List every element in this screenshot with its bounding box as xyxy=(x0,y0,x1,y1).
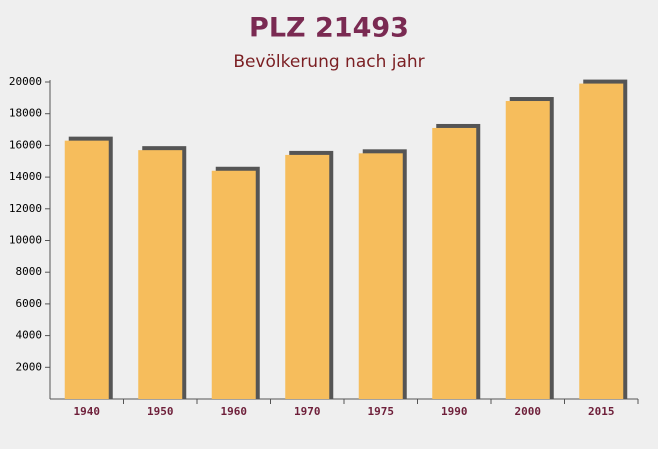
x-tick-label: 1970 xyxy=(294,405,321,418)
y-tick-label: 6000 xyxy=(16,297,43,310)
y-tick-label: 16000 xyxy=(9,138,42,151)
x-tick-label: 2000 xyxy=(515,405,542,418)
chart-title: PLZ 21493 xyxy=(249,13,409,44)
x-tick-label: 1975 xyxy=(368,405,395,418)
bar xyxy=(432,127,477,399)
x-tick-label: 1990 xyxy=(441,405,468,418)
x-tick-label: 1950 xyxy=(147,405,174,418)
y-tick-label: 12000 xyxy=(9,202,42,215)
bar xyxy=(285,154,330,399)
chart-subtitle: Bevölkerung nach jahr xyxy=(233,52,424,72)
y-tick-label: 20000 xyxy=(9,75,42,88)
bar xyxy=(138,150,183,399)
x-tick-label: 1960 xyxy=(221,405,248,418)
y-tick-label: 4000 xyxy=(16,329,43,342)
bar xyxy=(211,170,256,399)
y-tick-label: 10000 xyxy=(9,234,42,247)
bar xyxy=(579,83,624,400)
x-tick-label: 2015 xyxy=(588,405,615,418)
bar xyxy=(358,153,403,399)
bar xyxy=(64,140,109,399)
bar xyxy=(505,101,550,400)
y-tick-label: 8000 xyxy=(16,265,43,278)
y-tick-label: 14000 xyxy=(9,170,42,183)
y-tick-label: 2000 xyxy=(16,360,43,373)
y-tick-label: 18000 xyxy=(9,107,42,120)
x-tick-label: 1940 xyxy=(74,405,101,418)
